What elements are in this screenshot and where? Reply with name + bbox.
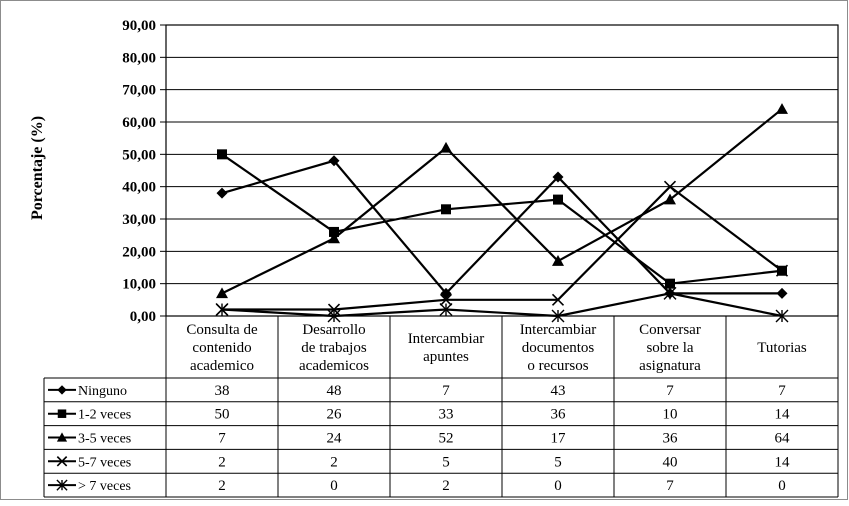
category-label: Desarrollo de trabajos academicos [299, 322, 369, 374]
table-cell: 14 [775, 454, 791, 470]
data-point [663, 286, 677, 300]
legend-entry: 1-2 veces [48, 408, 131, 423]
table-cell: 10 [663, 407, 678, 423]
table-cell: 7 [666, 383, 674, 399]
marker-diamond [57, 385, 67, 395]
table-cell: 7 [666, 478, 674, 494]
table-cell: 2 [330, 454, 338, 470]
data-point [775, 309, 789, 323]
table-cell: 7 [442, 383, 450, 399]
data-point [551, 309, 565, 323]
data-point [776, 287, 788, 299]
legend-label: 5-7 veces [78, 455, 131, 470]
data-point [775, 264, 789, 277]
table-cell: 2 [442, 478, 450, 494]
table-cell: 38 [215, 383, 230, 399]
marker-x [56, 456, 68, 467]
data-point [440, 141, 452, 153]
legend-label: > 7 veces [78, 479, 131, 494]
table-cell: 5 [554, 454, 562, 470]
table-cell: 5 [442, 454, 450, 470]
marker-star [56, 479, 68, 491]
table-cell: 43 [551, 383, 566, 399]
data-point [441, 204, 451, 215]
data-point [663, 180, 677, 193]
legend-entry: Ninguno [48, 384, 127, 399]
data-point [216, 187, 228, 199]
data-point [439, 293, 453, 306]
category-label: Conversar sobre la asignatura [639, 322, 701, 374]
marker-triangle [56, 432, 68, 442]
table-cell: 7 [778, 383, 786, 399]
table-cell: 33 [439, 407, 454, 423]
y-tick-label: 0,00 [130, 309, 156, 325]
y-tick-label: 30,00 [122, 212, 156, 228]
y-tick-label: 90,00 [122, 18, 156, 34]
table-cell: 48 [327, 383, 342, 399]
category-label: Intercambiar apuntes [408, 331, 485, 365]
table-cell: 2 [218, 478, 226, 494]
data-point [217, 149, 227, 160]
table-cell: 26 [327, 407, 343, 423]
series-line [222, 185, 783, 311]
y-tick-label: 40,00 [122, 180, 156, 196]
series-line [221, 108, 783, 295]
legend-label: 1-2 veces [78, 408, 131, 423]
y-axis-label: Porcentaje (%) [29, 116, 46, 220]
category-label: Consulta de contenido academico [186, 322, 258, 374]
data-point [328, 232, 340, 244]
data-point [327, 309, 341, 323]
y-tick-label: 50,00 [122, 147, 156, 163]
category-label: Intercambiar documentos o recursos [520, 322, 597, 374]
legend-entry: 5-7 veces [48, 455, 131, 470]
series-3 [216, 103, 788, 299]
table-cell: 7 [218, 431, 226, 447]
legend-entry: 3-5 veces [48, 432, 131, 447]
y-tick-label: 60,00 [122, 115, 156, 131]
legend-label: 3-5 veces [78, 432, 131, 447]
y-tick-label: 80,00 [122, 50, 156, 66]
series-line [221, 292, 783, 318]
data-point [216, 287, 228, 299]
table-cell: 50 [215, 407, 230, 423]
table-cell: 2 [218, 454, 226, 470]
data-point [439, 303, 453, 317]
data-point [776, 103, 788, 114]
legend-label: Ninguno [78, 384, 127, 399]
marker-square [57, 409, 67, 418]
data-point [665, 278, 675, 289]
data-point [552, 255, 564, 266]
category-label: Tutorias [757, 340, 807, 356]
table-cell: 14 [775, 407, 791, 423]
table-cell: 40 [663, 454, 678, 470]
data-point [551, 293, 565, 306]
table-cell: 0 [554, 478, 562, 494]
y-tick-label: 20,00 [122, 244, 156, 260]
data-point [664, 193, 676, 205]
data-point [329, 226, 339, 237]
table-cell: 36 [663, 431, 679, 447]
table-cell: 0 [778, 478, 786, 494]
series-5 [215, 286, 789, 323]
table-cell: 17 [551, 431, 567, 447]
table-cell: 64 [775, 431, 791, 447]
data-point [215, 303, 229, 317]
series-line [221, 159, 782, 296]
table-cell: 0 [330, 478, 338, 494]
table-cell: 36 [551, 407, 567, 423]
data-point [553, 194, 563, 205]
table-cell: 24 [327, 431, 343, 447]
data-point [328, 155, 340, 167]
legend-entry: > 7 veces [48, 479, 131, 494]
data-point [552, 171, 564, 183]
table-cell: 52 [439, 431, 454, 447]
y-tick-label: 10,00 [122, 277, 156, 293]
y-tick-label: 70,00 [122, 83, 156, 99]
